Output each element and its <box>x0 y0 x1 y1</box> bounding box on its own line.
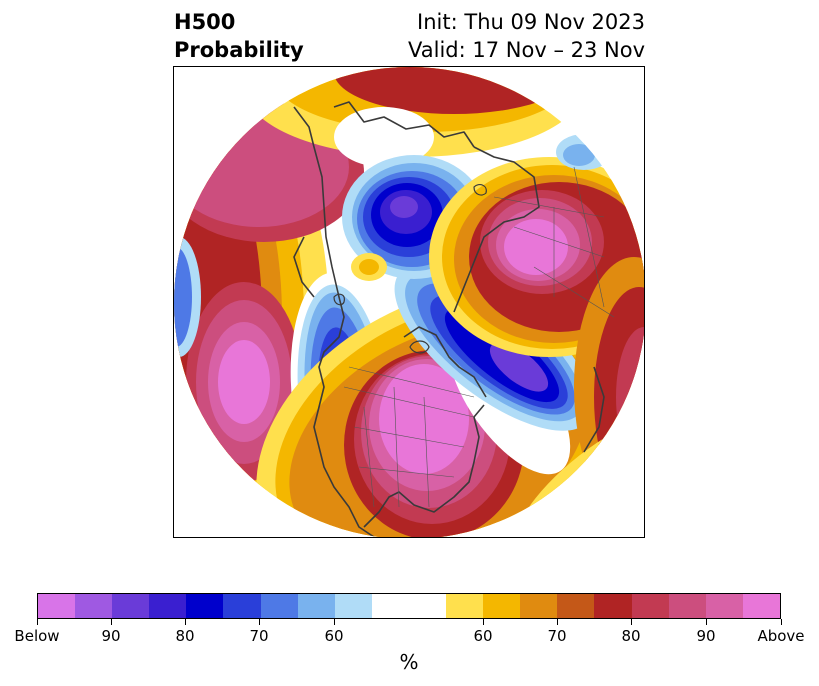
colorbar-swatch <box>705 594 743 618</box>
colorbar-swatch <box>742 594 780 618</box>
colorbar-swatch <box>557 594 595 618</box>
colorbar-tick <box>630 619 632 625</box>
colorbar-swatch <box>38 594 76 618</box>
colorbar-swatch <box>334 594 372 618</box>
colorbar-tick-label: 80 <box>621 627 641 645</box>
title-variable: H500 <box>174 10 236 34</box>
colorbar-swatch <box>297 594 335 618</box>
map-svg <box>174 67 644 537</box>
colorbar-swatch <box>631 594 669 618</box>
title-product: Probability <box>174 38 304 62</box>
colorbar-swatch <box>75 594 113 618</box>
colorbar-swatch <box>483 594 521 618</box>
map-title: H500 Probability <box>174 8 304 64</box>
colorbar-tick-label: 60 <box>473 627 493 645</box>
colorbar-tick <box>556 619 558 625</box>
colorbar-unit: % <box>399 650 419 674</box>
colorbar-tick <box>705 619 707 625</box>
colorbar-swatch <box>223 594 261 618</box>
map-timestamps: Init: Thu 09 Nov 2023 Valid: 17 Nov – 23… <box>408 8 645 64</box>
colorbar-swatch <box>446 594 484 618</box>
valid-period: Valid: 17 Nov – 23 Nov <box>408 38 645 62</box>
colorbar-tick-label: Above <box>757 627 805 645</box>
colorbar-swatch <box>149 594 187 618</box>
colorbar-tick <box>184 619 186 625</box>
colorbar-swatch <box>112 594 150 618</box>
colorbar-tick-label: 70 <box>249 627 269 645</box>
colorbar-swatch <box>186 594 224 618</box>
colorbar <box>37 593 781 619</box>
colorbar-tick-label: Below <box>14 627 60 645</box>
colorbar-tick-label: 60 <box>324 627 344 645</box>
colorbar-tick-label: 90 <box>101 627 121 645</box>
colorbar-tick <box>780 619 782 625</box>
colorbar-swatch <box>520 594 558 618</box>
probability-map <box>173 66 645 538</box>
init-time: Init: Thu 09 Nov 2023 <box>417 10 645 34</box>
colorbar-tick <box>110 619 112 625</box>
colorbar-tick <box>36 619 38 625</box>
colorbar-tick <box>482 619 484 625</box>
borders <box>343 86 635 508</box>
colorbar-swatch <box>668 594 706 618</box>
colorbar-swatch <box>371 594 447 618</box>
colorbar-tick-label: 70 <box>547 627 567 645</box>
colorbar-tick <box>333 619 335 625</box>
colorbar-tick-label: 80 <box>175 627 195 645</box>
colorbar-swatch <box>260 594 298 618</box>
colorbar-tick-label: 90 <box>696 627 716 645</box>
colorbar-tick <box>258 619 260 625</box>
colorbar-swatch <box>594 594 632 618</box>
probability-field <box>174 67 644 537</box>
